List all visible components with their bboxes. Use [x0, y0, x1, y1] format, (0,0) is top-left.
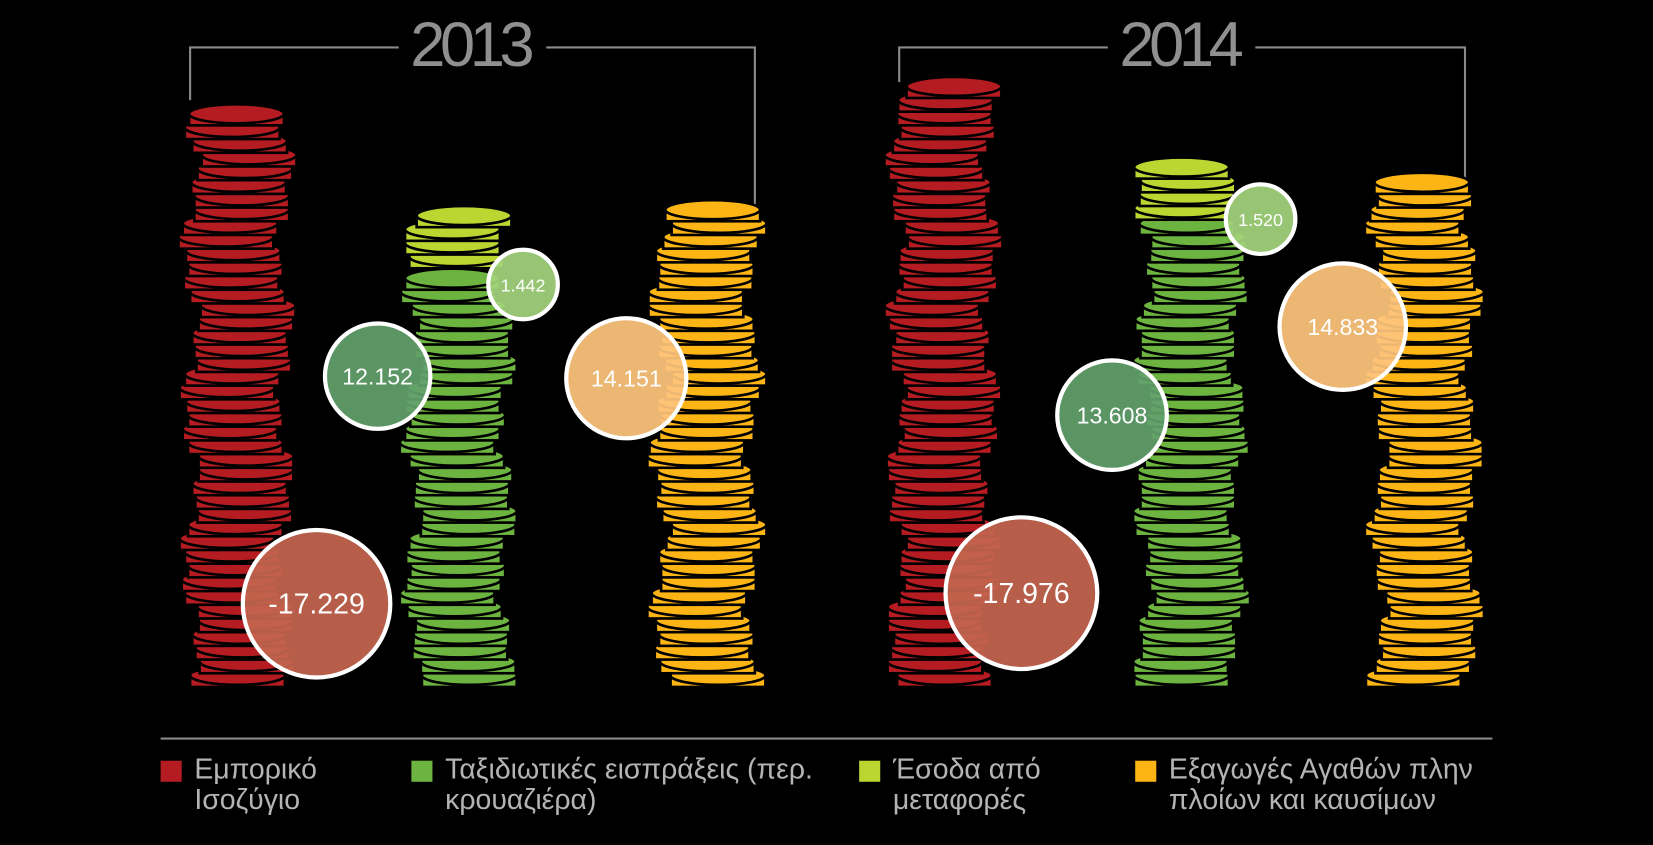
- legend-label: Έσοδα από μεταφορές: [892, 754, 1041, 816]
- legend-label: Εξαγωγές Αγαθών πλην πλοίων και καυσίμων: [1168, 754, 1473, 816]
- value-label: 14.833: [1307, 314, 1378, 340]
- legend-entry: Έσοδα από μεταφορές: [892, 754, 1041, 816]
- value-bubble: [322, 321, 433, 431]
- coin: [415, 204, 513, 227]
- coin-stack-segment: [398, 267, 519, 689]
- value-bubble: [1055, 358, 1169, 473]
- coin: [187, 102, 286, 125]
- value-bubble: [1277, 261, 1409, 392]
- year-bracket: [189, 46, 399, 101]
- value-bubble: [486, 247, 560, 322]
- coin-stack-segment: [1363, 171, 1486, 689]
- value-label: -17.229: [268, 588, 364, 620]
- legend-label: Ταξιδιωτικές εισπράξεις (περ. κρουαζιέρα…: [445, 754, 813, 816]
- value-bubble: [564, 316, 689, 441]
- coin-stack-segment: [1132, 156, 1237, 222]
- legend-entry: Ταξιδιωτικές εισπράξεις (περ. κρουαζιέρα…: [445, 754, 813, 816]
- legend-swatch: [1135, 760, 1157, 782]
- value-bubble: [943, 515, 1100, 672]
- year-bracket: [1255, 46, 1467, 185]
- coin-stack-segment: [403, 204, 513, 270]
- year-label: 2014: [1119, 10, 1243, 80]
- value-label: 1.520: [1238, 210, 1283, 230]
- value-bubble: [1223, 182, 1298, 257]
- legend-entry: Εμπορικό Ισοζύγιο: [194, 754, 317, 816]
- legend-swatch: [411, 760, 433, 782]
- coin: [1373, 171, 1471, 194]
- coin-stack-segment: [646, 198, 768, 689]
- legend-label: Εμπορικό Ισοζύγιο: [194, 754, 317, 816]
- coin-stack-segment: [883, 75, 1004, 689]
- year-label: 2013: [410, 10, 534, 80]
- value-label: 14.151: [591, 365, 662, 391]
- coin: [663, 198, 762, 221]
- year-bracket: [898, 46, 1108, 83]
- value-label: 13.608: [1077, 402, 1148, 428]
- legend-entry: Εξαγωγές Αγαθών πλην πλοίων και καυσίμων: [1168, 754, 1473, 816]
- value-label: -17.976: [973, 578, 1069, 610]
- coin: [905, 75, 1003, 98]
- legend-swatch: [160, 760, 182, 782]
- value-label: 1.442: [501, 275, 546, 295]
- value-label: 12.152: [342, 363, 413, 389]
- coin: [1132, 156, 1231, 178]
- value-bubble: [240, 527, 393, 680]
- year-bracket: [546, 46, 756, 206]
- coin: [403, 267, 502, 289]
- legend-swatch: [859, 760, 881, 782]
